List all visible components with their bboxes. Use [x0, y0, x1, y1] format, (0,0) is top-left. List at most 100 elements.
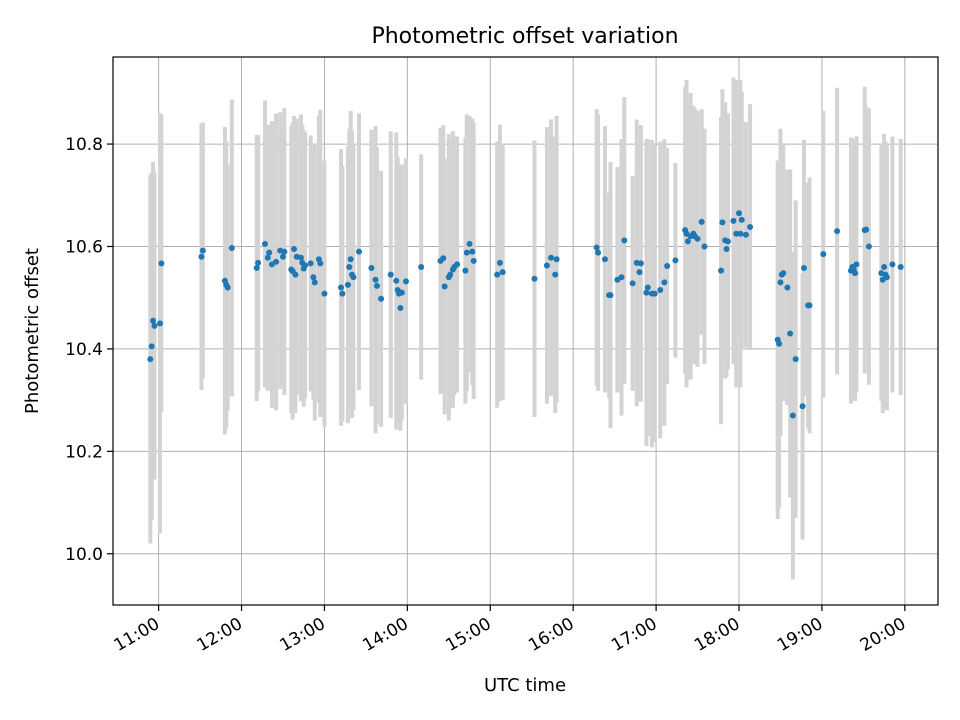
data-point: [820, 251, 827, 258]
data-point: [865, 243, 872, 250]
data-point: [344, 281, 351, 288]
data-point: [347, 256, 354, 263]
data-point: [636, 269, 643, 276]
data-point: [150, 317, 157, 324]
data-point: [618, 274, 625, 281]
data-point: [441, 283, 448, 290]
data-point: [291, 246, 298, 253]
data-point: [466, 240, 473, 247]
data-point: [621, 237, 628, 244]
data-point: [147, 356, 154, 363]
data-point: [418, 263, 425, 270]
data-point: [852, 270, 859, 277]
data-point: [148, 343, 155, 350]
data-point: [733, 230, 740, 237]
data-point: [462, 267, 469, 274]
data-point: [255, 259, 262, 266]
data-point: [736, 210, 743, 217]
data-point: [281, 248, 288, 255]
data-point: [463, 249, 470, 256]
y-tick-label: 10.0: [65, 545, 103, 565]
data-point: [224, 284, 231, 291]
data-point: [792, 356, 799, 363]
data-point: [531, 275, 538, 282]
data-point: [701, 243, 708, 250]
data-point: [834, 228, 841, 235]
data-point: [806, 302, 813, 309]
data-point: [292, 271, 299, 278]
data-point: [863, 226, 870, 233]
data-point: [595, 249, 602, 256]
data-point: [723, 246, 730, 253]
data-point: [273, 258, 280, 265]
data-point: [742, 231, 749, 238]
grid-lines: [113, 57, 938, 605]
data-point: [398, 289, 405, 296]
data-point: [262, 240, 269, 247]
data-point: [553, 256, 560, 263]
data-point: [311, 279, 318, 286]
data-point: [698, 218, 705, 225]
data-point: [228, 245, 235, 252]
data-point: [297, 254, 304, 261]
data-point: [469, 248, 476, 255]
y-tick-label: 10.2: [65, 442, 103, 462]
data-point: [657, 287, 664, 294]
data-point: [607, 292, 614, 299]
data-point: [543, 262, 550, 269]
data-point: [776, 340, 783, 347]
data-point: [780, 270, 787, 277]
data-point: [601, 256, 608, 263]
data-point: [789, 412, 796, 419]
data-point: [378, 295, 385, 302]
y-axis-label: Photometric offset: [22, 248, 43, 414]
data-point: [593, 244, 600, 251]
data-point: [799, 403, 806, 410]
data-point: [777, 279, 784, 286]
data-point: [784, 284, 791, 291]
data-point: [402, 278, 409, 285]
data-point: [644, 284, 651, 291]
data-point: [719, 219, 726, 226]
data-point: [338, 284, 345, 291]
data-point: [156, 320, 163, 327]
data-point: [897, 263, 904, 270]
data-point: [643, 289, 650, 296]
data-point: [253, 265, 260, 272]
plot-frame: [112, 56, 939, 606]
data-point: [279, 253, 286, 260]
data-point: [499, 269, 506, 276]
data-point: [397, 304, 404, 311]
y-axis-ticks: 10.0 10.2 10.4 10.6 10.8: [65, 135, 113, 565]
data-point: [307, 260, 314, 267]
data-point: [883, 274, 890, 281]
data-point: [672, 257, 679, 264]
data-point: [368, 265, 375, 272]
data-point: [373, 282, 380, 289]
data-point: [718, 267, 725, 274]
data-point: [355, 248, 362, 255]
data-point: [454, 261, 461, 268]
data-point: [339, 290, 346, 297]
data-point: [889, 261, 896, 268]
data-point: [264, 254, 271, 261]
data-point: [661, 279, 668, 286]
data-point: [447, 271, 454, 278]
data-point: [372, 276, 379, 283]
y-tick-label: 10.6: [65, 237, 103, 257]
data-point: [393, 277, 400, 284]
data-point: [317, 260, 324, 267]
data-point: [738, 216, 745, 223]
data-point: [199, 247, 206, 254]
y-tick-label: 10.4: [65, 340, 103, 360]
data-point: [470, 257, 477, 264]
data-point: [651, 290, 658, 297]
data-point: [151, 322, 158, 329]
data-point: [310, 274, 317, 281]
data-point: [350, 274, 357, 281]
data-point: [198, 253, 205, 260]
x-axis-label: UTC time: [484, 675, 566, 696]
data-point: [548, 254, 555, 261]
data-point: [747, 224, 754, 231]
